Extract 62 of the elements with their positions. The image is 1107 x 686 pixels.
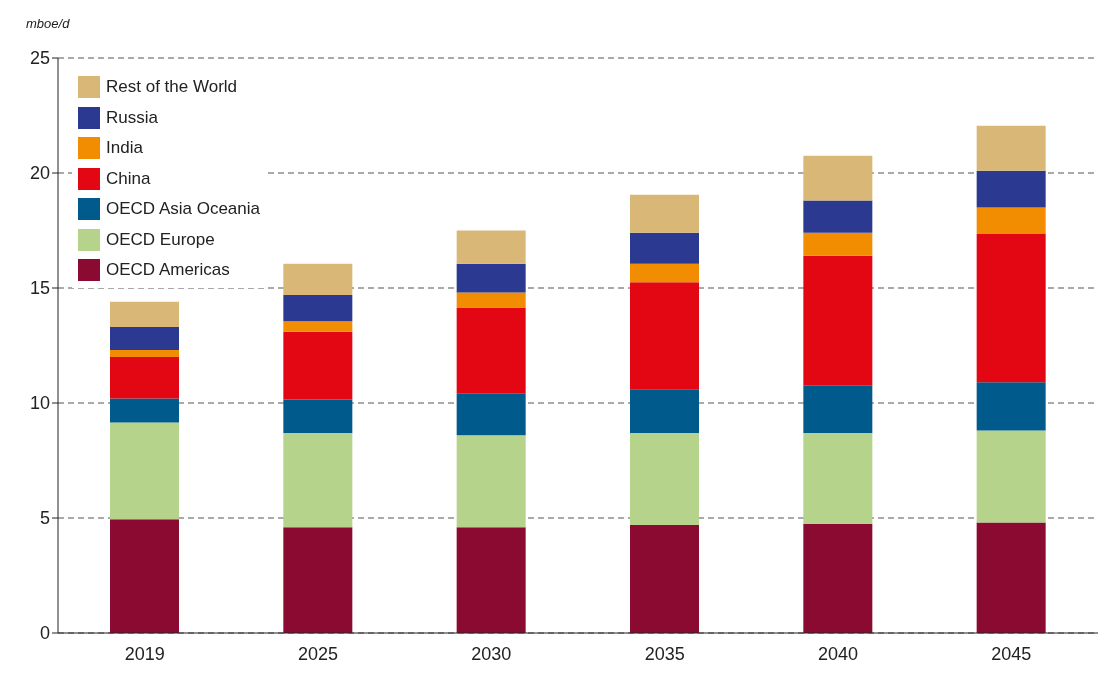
bar [630, 282, 699, 390]
y-tick-label: 25 [29, 48, 50, 69]
legend-label: India [106, 138, 143, 159]
bar [630, 524, 699, 633]
bar [976, 125, 1046, 171]
bar [283, 432, 353, 528]
bar [110, 519, 179, 633]
bar [110, 357, 179, 399]
bar [456, 435, 526, 528]
legend-label: OECD Europe [106, 229, 215, 250]
bar [803, 385, 873, 433]
bar [456, 230, 526, 264]
bar [456, 527, 526, 633]
y-axis-title: mboe/d [26, 16, 70, 31]
x-tick-label: 2035 [644, 643, 685, 664]
y-tick-label: 0 [39, 623, 50, 644]
bar [976, 207, 1046, 234]
bar [976, 430, 1046, 523]
bar [110, 301, 179, 328]
bar [803, 523, 873, 633]
x-tick-label: 2025 [297, 643, 339, 664]
bar [803, 200, 873, 233]
legend-label: China [106, 168, 151, 189]
bar [456, 263, 526, 293]
bar [803, 255, 873, 386]
bar [283, 527, 353, 633]
x-tick-label: 2019 [124, 643, 165, 664]
bar [456, 307, 526, 394]
bar [456, 292, 526, 308]
bar [630, 263, 699, 283]
bar [630, 389, 699, 433]
bar [803, 432, 873, 524]
bar [630, 194, 699, 233]
bar [803, 155, 873, 201]
bar [803, 232, 873, 256]
bar [110, 422, 179, 520]
legend-label: Russia [106, 107, 158, 128]
bar [110, 350, 179, 357]
x-tick-label: 2045 [991, 643, 1032, 664]
y-tick-label: 15 [29, 278, 50, 299]
legend-label: OECD Asia Oceania [106, 199, 261, 220]
bar [456, 393, 526, 436]
bar [976, 233, 1046, 383]
x-tick-label: 2040 [817, 643, 859, 664]
legend-label: OECD Americas [106, 260, 230, 281]
bar [283, 331, 353, 400]
bar [283, 294, 353, 322]
bar [630, 432, 699, 525]
bar [976, 522, 1046, 633]
x-tick-label: 2030 [471, 643, 512, 664]
bar [283, 321, 353, 332]
legend-label: Rest of the World [106, 77, 238, 98]
y-tick-label: 10 [29, 393, 50, 414]
bar [976, 170, 1046, 208]
bar [110, 398, 179, 423]
bar [283, 399, 353, 433]
bar [110, 327, 179, 351]
bar [630, 232, 699, 264]
y-tick-label: 20 [29, 163, 50, 184]
bar [976, 382, 1046, 431]
bar [283, 263, 353, 295]
y-tick-label: 5 [39, 508, 50, 529]
